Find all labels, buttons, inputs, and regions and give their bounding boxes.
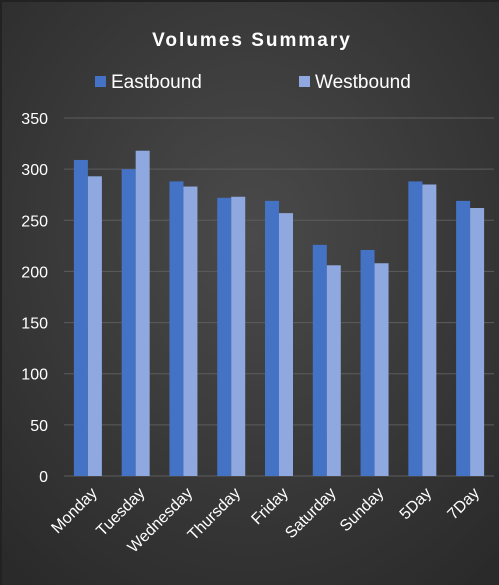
legend-label-eastbound: Eastbound [111,72,202,93]
bar-westbound-sunday [374,263,389,476]
bar-eastbound-tuesday [121,169,136,476]
bar-westbound-friday [279,213,293,476]
bar-westbound-saturday [326,265,341,476]
legend-swatch-eastbound [95,76,106,87]
bar-eastbound-sunday [360,249,375,476]
y-tick-label: 200 [21,264,48,281]
y-tick-label: 100 [21,367,48,384]
legend-label-westbound: Westbound [315,72,411,93]
bar-eastbound-wednesday [169,181,184,476]
y-tick-label: 150 [21,316,48,333]
legend-swatch-westbound [299,76,310,87]
y-tick-label: 250 [21,213,48,230]
legend: Eastbound Westbound [95,72,411,93]
bar-eastbound-monday [73,159,88,477]
bar-eastbound-friday [265,200,279,476]
bars [73,150,485,477]
bar-eastbound-7day [456,200,471,476]
bar-westbound-7day [470,208,485,477]
bar-westbound-tuesday [135,150,150,476]
bar-eastbound-thursday [217,197,232,477]
bar-westbound-wednesday [183,186,198,476]
y-tick-label: 50 [30,418,48,435]
y-axis-tick-labels: 0 50 100 150 200 250 300 350 [21,111,48,486]
y-tick-label: 0 [39,469,48,486]
bar-westbound-5day [422,184,437,476]
y-tick-label: 350 [21,111,48,128]
bar-eastbound-5day [408,181,423,476]
bar-westbound-thursday [231,196,246,476]
bar-eastbound-saturday [312,244,327,476]
y-tick-label: 300 [21,162,48,179]
bar-westbound-monday [87,176,102,476]
chart-title: Volumes Summary [152,30,352,51]
